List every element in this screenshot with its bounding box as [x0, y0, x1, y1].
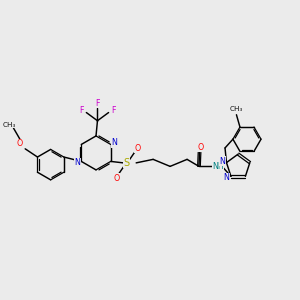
- Text: F: F: [112, 106, 116, 115]
- Text: S: S: [124, 158, 130, 168]
- Text: O: O: [197, 142, 203, 152]
- Text: O: O: [113, 174, 119, 183]
- Text: O: O: [135, 144, 141, 153]
- Text: CH₃: CH₃: [230, 106, 243, 112]
- Text: F: F: [79, 106, 83, 115]
- Text: F: F: [95, 99, 100, 108]
- Text: N: N: [75, 158, 80, 167]
- Text: N: N: [224, 173, 230, 182]
- Text: N: N: [220, 157, 226, 166]
- Text: NH: NH: [212, 162, 224, 171]
- Text: CH₃: CH₃: [3, 122, 16, 128]
- Text: N: N: [112, 139, 117, 148]
- Text: O: O: [17, 139, 23, 148]
